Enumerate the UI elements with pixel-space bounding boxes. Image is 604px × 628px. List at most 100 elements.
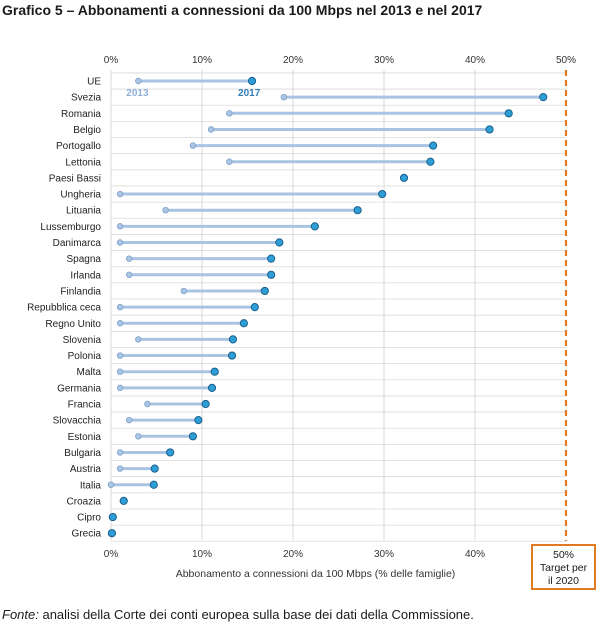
point-2017 <box>378 189 387 199</box>
point-2017 <box>267 254 276 263</box>
grid-layer <box>110 70 566 542</box>
dumbbell-chart: 0% 0% 10% 10% 20% 20% 30% 30% 40% 40% 50% Abbonamen… <box>27 55 576 580</box>
category-label: Spagna <box>67 254 102 265</box>
point-2017 <box>504 109 513 118</box>
x-tick-label-top: 50% <box>556 55 576 66</box>
category-label: Repubblica ceca <box>27 303 101 314</box>
target-label-line1: Target per <box>539 562 588 574</box>
point-2013 <box>116 190 124 198</box>
point-2017 <box>275 238 284 247</box>
category-label: Croazia <box>67 496 102 507</box>
point-2013 <box>116 223 124 230</box>
point-2013 <box>116 320 124 327</box>
annotation-2013: 2013 <box>126 88 149 99</box>
point-2017 <box>267 270 276 279</box>
category-label: Danimarca <box>53 238 102 249</box>
point-2017 <box>166 448 175 457</box>
point-2017 <box>149 480 158 489</box>
point-2013 <box>116 368 124 375</box>
category-label: UE <box>87 77 101 88</box>
point-2013 <box>125 416 133 424</box>
category-label: Lussemburgo <box>40 222 101 233</box>
x-axis-label: Abbonamento a connessioni da 100 Mbps (%… <box>176 568 456 580</box>
point-2017 <box>429 141 438 150</box>
x-tick-label-top: 40% <box>465 55 485 66</box>
point-2017 <box>539 93 548 102</box>
category-label: Italia <box>80 480 102 491</box>
point-2013 <box>125 271 133 278</box>
annotation-2017: 2017 <box>238 88 261 99</box>
point-2017 <box>228 335 238 344</box>
category-label: Lituania <box>66 206 101 217</box>
x-tick-label-top: 0% <box>104 55 119 66</box>
point-2017 <box>227 351 237 360</box>
point-2013 <box>116 352 124 359</box>
point-2017 <box>310 222 319 231</box>
category-label: Francia <box>68 400 102 411</box>
point-2017 <box>119 496 128 505</box>
category-label: Romania <box>61 109 101 120</box>
point-2013 <box>125 255 133 262</box>
x-tick-label-top: 30% <box>374 55 394 66</box>
point-2013 <box>162 206 169 214</box>
source-note: Fonte: analisi della Corte dei conti eur… <box>2 607 474 622</box>
point-2017 <box>210 367 219 376</box>
source-text: analisi della Corte dei conti europea su… <box>38 607 474 622</box>
x-tick-label-bottom: 20% <box>283 549 303 560</box>
category-label: Regno Unito <box>45 319 101 330</box>
category-label: Ungheria <box>60 190 101 201</box>
point-2013 <box>116 303 124 311</box>
category-label: Lettonia <box>65 157 101 168</box>
point-2017 <box>194 416 203 425</box>
category-label: Slovacchia <box>53 416 102 427</box>
category-label: Bulgaria <box>64 448 101 459</box>
point-2013 <box>116 465 124 472</box>
category-label: Paesi Bassi <box>49 173 101 184</box>
point-2017 <box>426 157 435 166</box>
annotation-layer: 2013 2017 <box>126 88 260 99</box>
point-2013 <box>189 142 197 149</box>
point-2017 <box>250 303 259 312</box>
point-2017 <box>353 206 362 215</box>
category-label: Portogallo <box>56 141 101 152</box>
point-2013 <box>180 287 187 295</box>
category-label: Belgio <box>73 125 101 136</box>
point-2013 <box>135 336 142 343</box>
point-2013 <box>135 433 142 440</box>
target-label-line2: il 2020 <box>548 575 579 587</box>
category-label: Irlanda <box>70 270 101 281</box>
x-tick-label-bottom: 40% <box>465 549 485 560</box>
point-2013 <box>107 481 115 488</box>
point-2017 <box>260 286 269 296</box>
category-label: Malta <box>77 367 102 378</box>
category-label: Austria <box>70 464 102 475</box>
category-label: Germania <box>57 383 101 394</box>
point-2017 <box>188 432 197 441</box>
category-label: Grecia <box>72 529 102 540</box>
source-prefix: Fonte: <box>2 607 39 622</box>
point-2013 <box>226 158 233 165</box>
category-labels: UE Svezia Romania Belgio Portogallo Lettonia P… <box>27 77 101 540</box>
point-2017 <box>247 76 257 86</box>
x-tick-label-bottom: 10% <box>192 549 212 560</box>
x-tick-label-bottom: 30% <box>374 549 394 560</box>
point-2013 <box>207 126 215 133</box>
point-2013 <box>280 93 288 101</box>
point-2013 <box>144 400 151 408</box>
point-2013 <box>116 384 124 392</box>
x-tick-label-top: 20% <box>283 55 303 66</box>
axis-layer: 0% 0% 10% 10% 20% 20% 30% 30% 40% 40% 50% Abbonamen… <box>104 55 576 580</box>
point-2013 <box>226 110 233 117</box>
category-label: Estonia <box>68 432 102 443</box>
point-2017 <box>150 464 159 473</box>
point-2013 <box>116 449 124 456</box>
x-tick-label-top: 10% <box>192 55 212 66</box>
target-2020-box: 50% Target per il 2020 <box>531 544 596 590</box>
category-label: Svezia <box>71 93 101 104</box>
category-label: Cipro <box>77 513 101 524</box>
point-2017 <box>485 125 494 134</box>
x-tick-label-bottom: 0% <box>104 549 119 560</box>
point-2017 <box>201 399 210 409</box>
point-2017 <box>107 529 117 538</box>
point-2017 <box>108 512 117 522</box>
